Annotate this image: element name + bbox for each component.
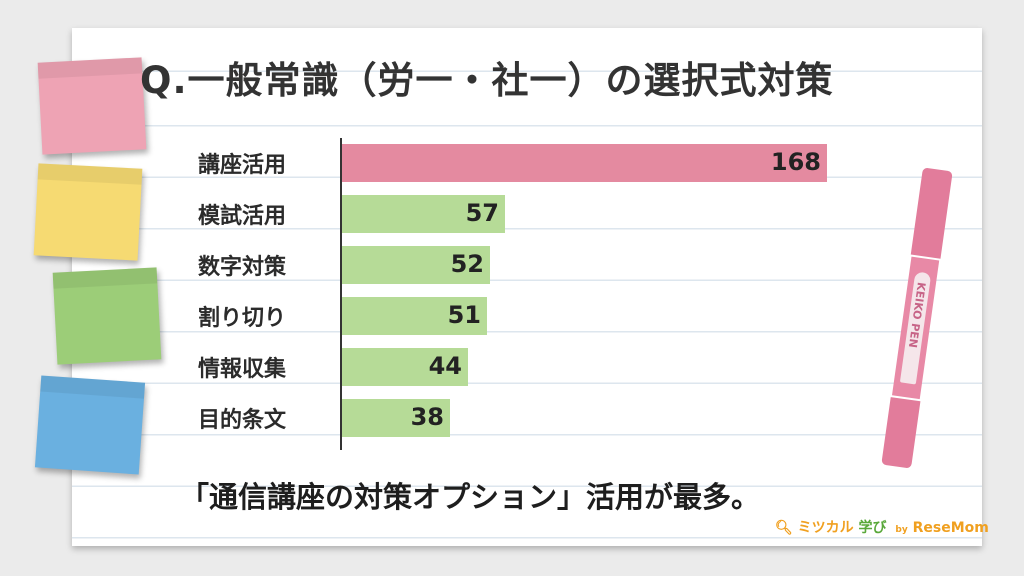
brand-logo: 🔍︎ ミツカル 学び by ReseMom (775, 517, 989, 537)
value-label: 57 (465, 199, 499, 227)
category-label: 講座活用 (198, 153, 287, 178)
bar-row: 割り切り 51 (190, 295, 850, 335)
logo-by: by (895, 525, 908, 535)
value-label: 44 (428, 352, 462, 380)
bar: 51 (342, 297, 487, 335)
bar: 44 (342, 348, 468, 386)
category-label: 割り切り (198, 306, 287, 331)
bar: 52 (342, 246, 490, 284)
bar: 38 (342, 399, 450, 437)
y-axis-line (340, 138, 342, 450)
chart-title: Q.一般常識（労一・社一）の選択式対策 (140, 59, 834, 102)
bar: 57 (342, 195, 505, 233)
sticky-note-pink (37, 57, 147, 155)
value-label: 38 (410, 403, 444, 431)
sticky-note-blue (34, 375, 146, 475)
magnifier-icon: 🔍︎ (775, 520, 793, 536)
bar-chart: 講座活用 168 模試活用 57 数字対策 52 割り切り 51 情報収集 44… (190, 138, 850, 450)
notebook-paper (72, 28, 982, 546)
conclusion-text: 「通信講座の対策オプション」活用が最多。 (180, 480, 761, 514)
bar-row: 講座活用 168 (190, 142, 850, 182)
bar-row: 数字対策 52 (190, 244, 850, 284)
category-label: 目的条文 (198, 408, 287, 433)
logo-part2: 学び (858, 520, 887, 536)
sticky-note-yellow (33, 163, 143, 261)
value-label: 51 (447, 301, 481, 329)
value-label: 52 (450, 250, 484, 278)
value-label: 168 (770, 148, 821, 176)
category-label: 情報収集 (198, 357, 287, 382)
logo-brand: ReseMom (912, 520, 989, 536)
bar-row: 情報収集 44 (190, 346, 850, 386)
logo-part1: ミツカル (797, 520, 854, 536)
category-label: 数字対策 (198, 255, 287, 280)
category-label: 模試活用 (198, 204, 287, 229)
sticky-note-green (52, 267, 162, 365)
bar: 168 (342, 144, 827, 182)
bar-row: 模試活用 57 (190, 193, 850, 233)
bar-row: 目的条文 38 (190, 397, 850, 437)
